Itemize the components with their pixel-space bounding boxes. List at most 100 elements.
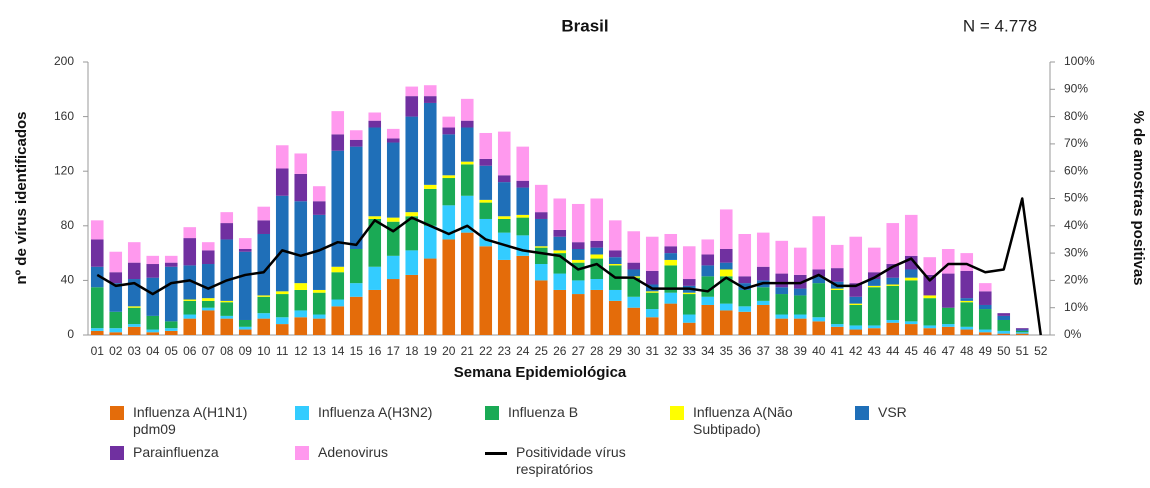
- legend-swatch: [485, 452, 507, 455]
- bar-segment: [1015, 330, 1029, 333]
- bar-segment: [904, 214, 918, 256]
- y2-tick-label: 90%: [1064, 81, 1088, 95]
- bar-segment: [1015, 329, 1029, 331]
- bar-segment: [164, 255, 178, 263]
- x-tick-label: 39: [794, 344, 808, 358]
- x-tick-label: 10: [257, 344, 271, 358]
- bar-segment: [664, 253, 678, 260]
- bar-segment: [109, 328, 123, 333]
- x-tick-label: 40: [812, 344, 826, 358]
- bar-segment: [1015, 328, 1029, 330]
- bar-segment: [571, 203, 585, 243]
- bar-segment: [109, 251, 123, 273]
- bar-segment: [460, 232, 474, 335]
- bar-segment: [331, 266, 345, 273]
- x-tick-label: 04: [146, 344, 160, 358]
- bar-segment: [331, 299, 345, 307]
- bar-segment: [127, 242, 141, 263]
- bar-segment: [590, 279, 604, 290]
- bar-segment: [516, 217, 530, 236]
- bar-segment: [238, 251, 252, 320]
- bar-segment: [534, 246, 548, 248]
- bar-segment: [146, 277, 160, 316]
- bar-segment: [109, 283, 123, 312]
- bar-segment: [682, 314, 696, 323]
- x-tick-label: 23: [498, 344, 512, 358]
- x-tick-label: 35: [720, 344, 734, 358]
- bar-segment: [386, 279, 400, 335]
- bar-segment: [294, 153, 308, 174]
- bar-segment: [571, 242, 585, 250]
- x-tick-label: 38: [775, 344, 789, 358]
- bar-segment: [867, 328, 881, 335]
- bar-segment: [812, 216, 826, 270]
- bar-segment: [627, 296, 641, 308]
- bar-segment: [405, 216, 419, 251]
- bar-segment: [294, 201, 308, 284]
- x-tick-label: 01: [91, 344, 105, 358]
- bar-segment: [442, 178, 456, 206]
- bar-segment: [886, 322, 900, 335]
- x-tick-label: 45: [905, 344, 919, 358]
- bar-segment: [349, 283, 363, 297]
- x-tick-label: 18: [405, 344, 419, 358]
- x-tick-label: 11: [276, 344, 289, 358]
- bar-segment: [941, 307, 955, 325]
- bar-segment: [849, 329, 863, 335]
- bar-segment: [682, 246, 696, 280]
- bar-segment: [516, 187, 530, 215]
- bar-segment: [349, 139, 363, 147]
- bar-segment: [571, 280, 585, 295]
- legend-label: VSR: [878, 404, 907, 420]
- y-tick-label: 200: [54, 54, 74, 68]
- bar-segment: [183, 314, 197, 319]
- bar-segment: [793, 314, 807, 319]
- bar-segment: [756, 287, 770, 301]
- bar-segment: [497, 259, 511, 335]
- bar-segment: [220, 223, 234, 240]
- bar-segment: [701, 239, 715, 255]
- x-tick-label: 27: [572, 344, 586, 358]
- bar-segment: [201, 264, 215, 299]
- bar-segment: [331, 272, 345, 300]
- bar-segment: [886, 277, 900, 285]
- bar-segment: [738, 289, 752, 307]
- x-tick-label: 30: [627, 344, 641, 358]
- bar-segment: [201, 310, 215, 335]
- bar-segment: [553, 236, 567, 251]
- bar-segment: [497, 232, 511, 260]
- bar-segment: [275, 291, 289, 295]
- bar-segment: [331, 134, 345, 151]
- chart-subtitle: N = 4.778: [963, 16, 1037, 35]
- bar-segment: [516, 255, 530, 335]
- x-tick-label: 41: [831, 344, 845, 358]
- bar-segment: [738, 311, 752, 335]
- bar-segment: [978, 291, 992, 305]
- bar-segment: [183, 300, 197, 315]
- bar-segment: [830, 324, 844, 327]
- x-tick-label: 26: [553, 344, 567, 358]
- bar-segment: [294, 283, 308, 290]
- bar-segment: [997, 315, 1011, 320]
- x-tick-label: 16: [368, 344, 382, 358]
- bar-segment: [775, 287, 789, 295]
- bar-segment: [923, 298, 937, 326]
- bar-segment: [664, 292, 678, 304]
- x-tick-label: 14: [331, 344, 345, 358]
- bar-segment: [608, 257, 622, 265]
- x-tick-label: 51: [1016, 344, 1030, 358]
- bar-segment: [423, 102, 437, 185]
- bar-segment: [257, 233, 271, 296]
- bar-segment: [220, 300, 234, 303]
- bar-segment: [405, 86, 419, 97]
- bar-segment: [164, 330, 178, 335]
- bar-segment: [479, 158, 493, 166]
- bar-segment: [830, 288, 844, 290]
- bar-segment: [719, 310, 733, 335]
- bar-segment: [405, 116, 419, 213]
- bar-segment: [960, 270, 974, 299]
- bar-segment: [534, 212, 548, 219]
- x-tick-label: 05: [165, 344, 179, 358]
- x-tick-label: 20: [442, 344, 456, 358]
- bar-segment: [775, 273, 789, 288]
